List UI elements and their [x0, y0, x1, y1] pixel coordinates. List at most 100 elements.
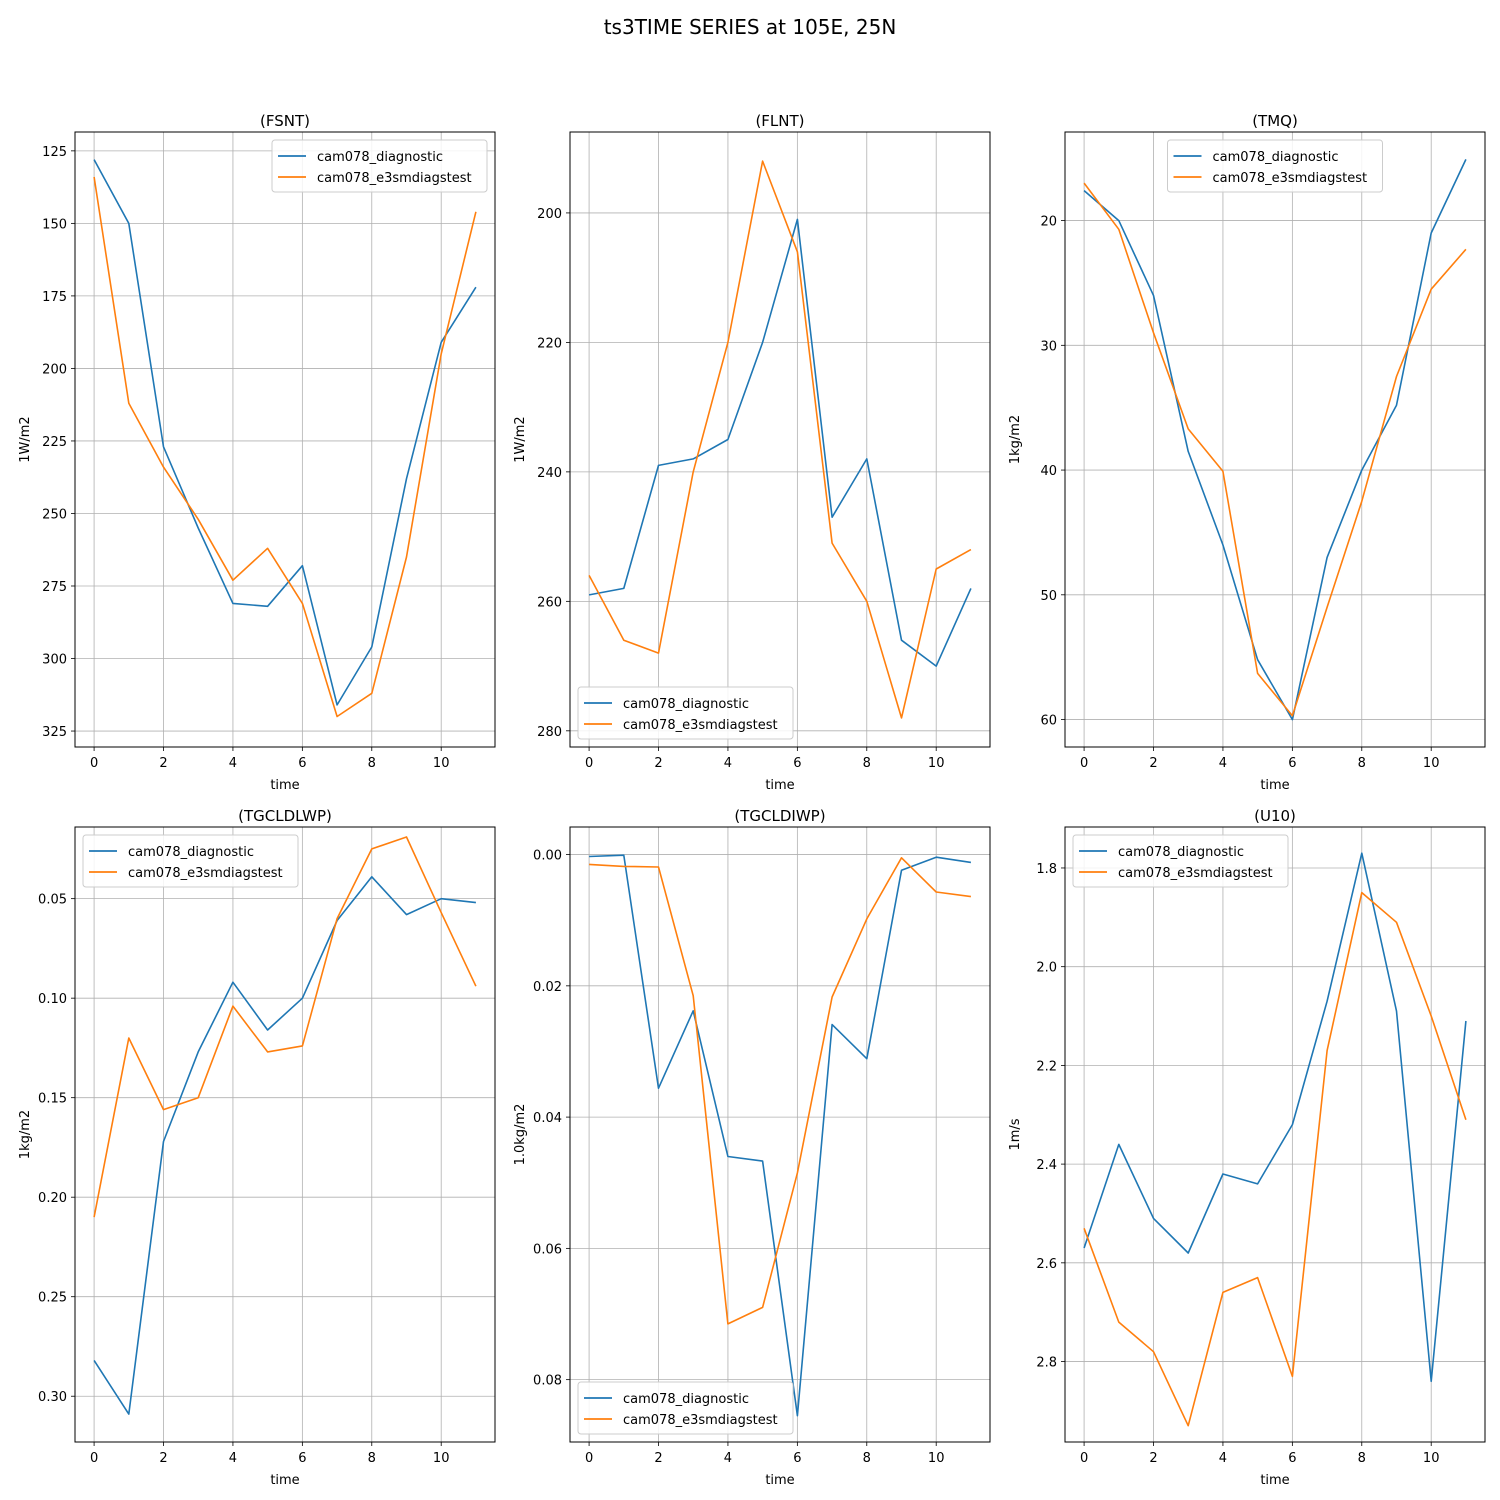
series-line-2 [93, 176, 477, 718]
x-tick-label: 0 [585, 756, 593, 771]
x-tick-label: 2 [159, 756, 167, 771]
axes-frame [569, 826, 991, 1443]
y-tick-label: 220 [537, 336, 562, 351]
y-tick-label: 150 [42, 217, 67, 232]
y-tick-label: 60 [1040, 714, 1057, 729]
axes-frame [74, 131, 496, 748]
y-tick-label: 1.8 [1036, 862, 1057, 877]
figure-title: ts3TIME SERIES at 105E, 25N [603, 15, 897, 39]
legend-label-2: cam078_e3smdiagstest [1213, 171, 1368, 186]
x-tick-label: 4 [724, 1451, 732, 1466]
x-tick-label: 2 [1149, 1451, 1157, 1466]
legend: cam078_diagnostic cam078_e3smdiagstest [577, 1381, 794, 1435]
subplot-title: (TGCLDLWP) [238, 807, 332, 825]
x-tick-label: 6 [298, 1451, 306, 1466]
y-tick-label: 30 [1040, 339, 1057, 354]
legend-label-1: cam078_diagnostic [623, 697, 749, 712]
subplot-4: 0 2 4 6 8 10 0.05 0.10 0.15 0.20 0.25 0.30 (TGCLDLWP… [18, 807, 496, 1488]
x-tick-label: 8 [368, 1451, 376, 1466]
y-tick-label: 280 [537, 725, 562, 740]
x-axis-label: time [1260, 778, 1289, 793]
series-line-1 [588, 218, 972, 667]
axes-frame [569, 131, 991, 748]
y-tick-label: 240 [537, 466, 562, 481]
axes-frame [1064, 826, 1486, 1443]
x-tick-label: 6 [1288, 1451, 1296, 1466]
y-tick-label: 260 [537, 595, 562, 610]
y-tick-label: 2.2 [1036, 1059, 1057, 1074]
y-axis-label: 1W/m2 [513, 416, 528, 462]
y-axis-label: 1kg/m2 [1008, 415, 1023, 464]
subplot-title: (FSNT) [260, 112, 310, 130]
y-axis-label: 1W/m2 [18, 416, 33, 462]
series-line-1 [1083, 159, 1467, 721]
y-tick-label: 0.20 [38, 1191, 67, 1206]
x-tick-label: 0 [1080, 1451, 1088, 1466]
legend-label-1: cam078_diagnostic [623, 1392, 749, 1407]
x-tick-label: 2 [654, 1451, 662, 1466]
subplot-title: (TGCLDIWP) [734, 807, 825, 825]
subplot-title: (TMQ) [1252, 112, 1298, 130]
y-tick-label: 0.08 [533, 1374, 562, 1389]
series-line-1 [1083, 852, 1467, 1383]
series-line-1 [93, 159, 477, 706]
y-tick-label: 2.0 [1036, 961, 1057, 976]
x-tick-label: 8 [1358, 1451, 1366, 1466]
x-tick-label: 4 [1219, 756, 1227, 771]
legend: cam078_diagnostic cam078_e3smdiagstest [82, 834, 299, 888]
x-tick-label: 2 [159, 1451, 167, 1466]
series-line-1 [589, 854, 972, 1417]
x-tick-label: 0 [90, 756, 98, 771]
x-tick-label: 10 [1423, 1451, 1440, 1466]
legend-label-2: cam078_e3smdiagstest [317, 171, 472, 186]
subplot-5: 0 2 4 6 8 10 0.00 0.02 0.04 0.06 0.08 (TGCLDIWP) tim… [513, 807, 991, 1488]
y-tick-label: 0.06 [533, 1242, 562, 1257]
y-axis-label: 1m/s [1008, 1118, 1023, 1150]
legend-label-1: cam078_diagnostic [1213, 150, 1339, 165]
legend-label-2: cam078_e3smdiagstest [623, 718, 778, 733]
y-tick-label: 225 [42, 435, 67, 450]
legend-label-2: cam078_e3smdiagstest [1118, 866, 1273, 881]
y-tick-label: 0.05 [38, 893, 67, 908]
y-tick-label: 50 [1040, 589, 1057, 604]
y-tick-label: 0.04 [533, 1111, 562, 1126]
x-tick-label: 10 [1423, 756, 1440, 771]
x-axis-label: time [270, 1473, 299, 1488]
legend-box [271, 139, 488, 193]
y-tick-label: 0.02 [533, 980, 562, 995]
x-tick-label: 6 [793, 1451, 801, 1466]
legend-label-2: cam078_e3smdiagstest [128, 866, 283, 881]
series-line-1 [93, 875, 476, 1415]
y-tick-label: 200 [42, 362, 67, 377]
y-tick-label: 250 [42, 507, 67, 522]
series-line-2 [589, 856, 972, 1325]
legend: cam078_diagnostic cam078_e3smdiagstest [1167, 139, 1383, 193]
y-tick-label: 175 [42, 290, 67, 305]
x-tick-label: 8 [368, 756, 376, 771]
y-tick-label: 325 [42, 725, 67, 740]
y-tick-label: 0.15 [38, 1092, 67, 1107]
x-tick-label: 2 [654, 756, 662, 771]
x-axis-label: time [765, 1473, 794, 1488]
y-axis-label: 1.0kg/m2 [513, 1104, 528, 1166]
x-tick-label: 10 [928, 756, 945, 771]
x-tick-label: 4 [724, 756, 732, 771]
y-tick-label: 20 [1040, 215, 1057, 230]
subplot-6: 0 2 4 6 8 10 1.8 2.0 2.2 2.4 2.6 2.8 (U10) time 1m/s ca… [1008, 807, 1486, 1488]
y-tick-label: 0.10 [38, 992, 67, 1007]
x-tick-label: 0 [1080, 756, 1088, 771]
y-tick-label: 2.4 [1036, 1158, 1057, 1173]
legend: cam078_diagnostic cam078_e3smdiagstest [577, 686, 794, 740]
y-tick-label: 275 [42, 580, 67, 595]
legend: cam078_diagnostic cam078_e3smdiagstest [1072, 834, 1289, 888]
y-tick-label: 40 [1040, 464, 1057, 479]
subplot-1: 0 2 4 6 8 10 125 150 175 200 225 250 275 300 325 (FSNT)… [18, 112, 496, 793]
x-tick-label: 0 [90, 1451, 98, 1466]
legend-label-1: cam078_diagnostic [1118, 845, 1244, 860]
y-tick-label: 2.6 [1036, 1257, 1057, 1272]
series-line-2 [93, 836, 477, 1218]
legend-label-1: cam078_diagnostic [128, 845, 254, 860]
x-axis-label: time [270, 778, 299, 793]
x-tick-label: 0 [585, 1451, 593, 1466]
